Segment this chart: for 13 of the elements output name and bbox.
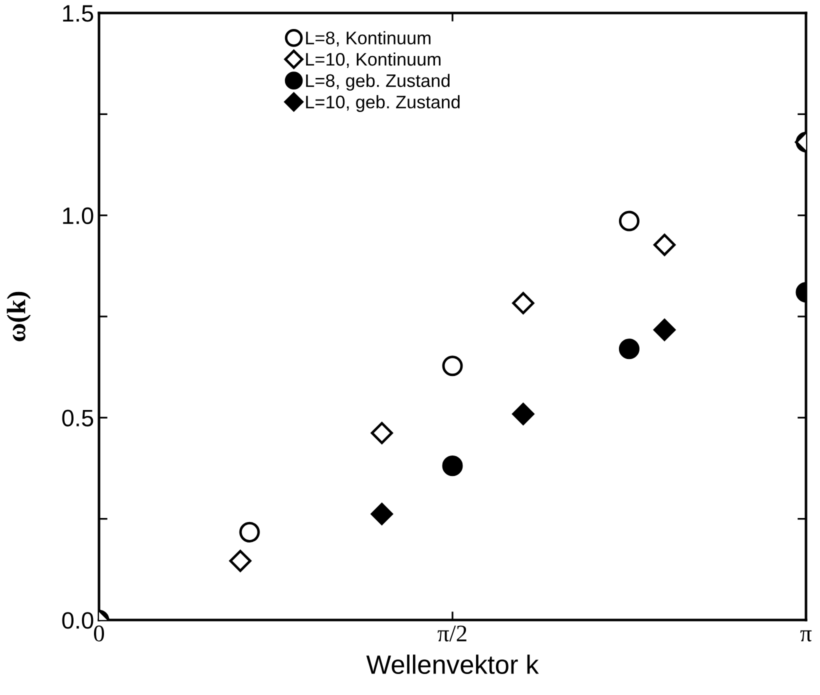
x-axis-title: Wellenvektor k bbox=[366, 654, 539, 674]
legend-label: L=8, Kontinuum bbox=[306, 31, 430, 47]
y-tick-label: 1.5 bbox=[63, 5, 94, 22]
y-tick-label: 0.5 bbox=[62, 410, 94, 426]
y-axis-title: ω(k) bbox=[6, 292, 31, 342]
y-tick-label: 1.0 bbox=[63, 207, 94, 224]
x-tick-label: π/2 bbox=[438, 626, 466, 642]
y-tick-label: 0.0 bbox=[62, 612, 94, 629]
x-tick-label: 0 bbox=[94, 626, 104, 642]
x-tick-label: π bbox=[800, 630, 812, 642]
legend-label: L=10, Kontinuum bbox=[306, 52, 440, 68]
legend-label: L=8, geb. Zustand bbox=[306, 74, 450, 91]
legend-label: L=10, geb. Zustand bbox=[306, 95, 460, 112]
